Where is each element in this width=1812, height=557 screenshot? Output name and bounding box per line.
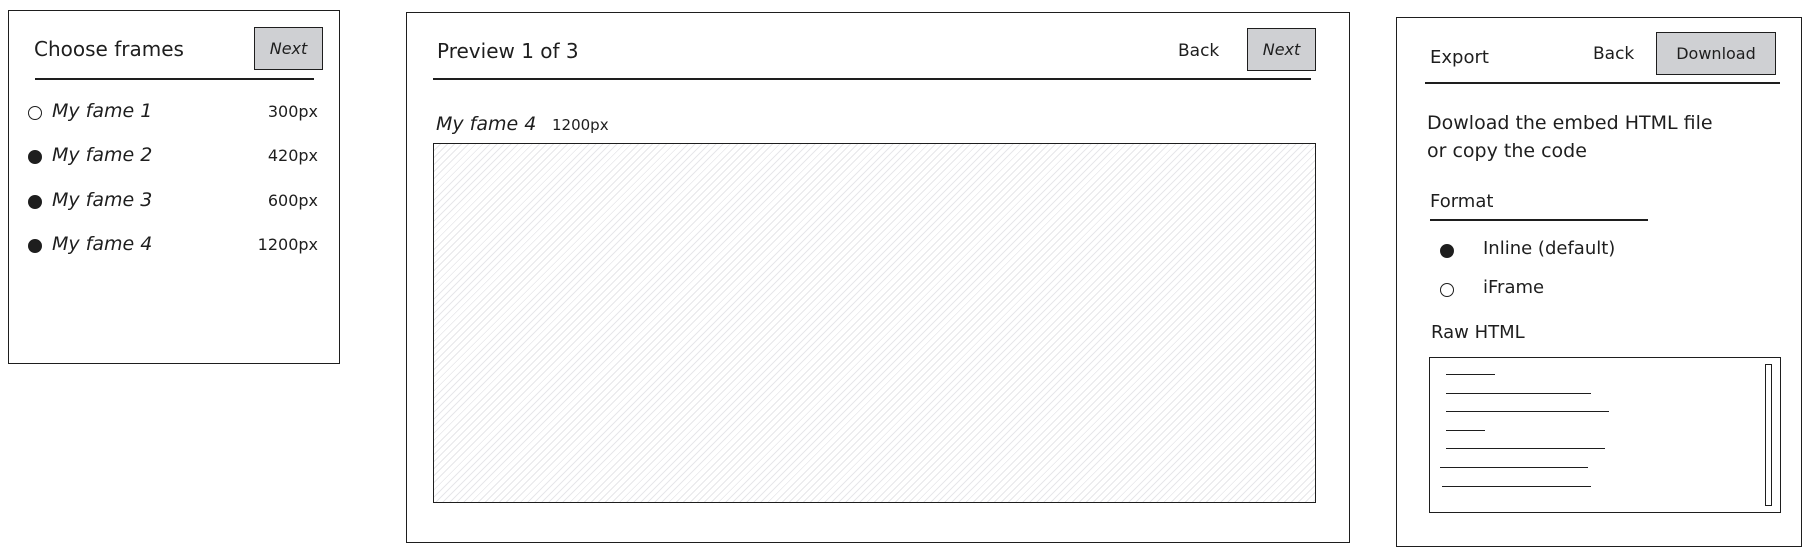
format-option-inline[interactable]: Inline (default)	[1440, 238, 1740, 266]
frame-checkbox[interactable]	[28, 150, 42, 164]
frame-name: My fame 2	[52, 144, 153, 166]
choose-next-button[interactable]: Next	[254, 27, 323, 70]
choose-frames-divider	[35, 78, 314, 80]
frame-checkbox[interactable]	[28, 195, 42, 209]
download-button[interactable]: Download	[1656, 32, 1776, 75]
code-line	[1446, 393, 1591, 394]
radio-unselected-icon[interactable]	[1440, 283, 1454, 297]
code-line	[1442, 486, 1591, 487]
frame-size: 1200px	[257, 235, 318, 254]
frame-checkbox[interactable]	[28, 239, 42, 253]
preview-back-button[interactable]: Back	[1178, 41, 1220, 61]
code-line	[1446, 374, 1495, 375]
format-option-iframe[interactable]: iFrame	[1440, 277, 1740, 305]
frame-row[interactable]: My fame 4 1200px	[28, 233, 318, 261]
code-line	[1446, 448, 1605, 449]
format-heading: Format	[1430, 191, 1494, 212]
frame-size: 600px	[267, 191, 318, 210]
raw-html-textarea[interactable]	[1429, 357, 1781, 513]
code-line	[1440, 467, 1588, 468]
export-title: Export	[1430, 47, 1489, 68]
frame-row[interactable]: My fame 1 300px	[28, 100, 318, 128]
frame-row[interactable]: My fame 2 420px	[28, 144, 318, 172]
preview-divider	[433, 78, 1311, 80]
code-line	[1446, 411, 1609, 412]
frame-preview-area	[433, 143, 1316, 503]
format-divider	[1430, 219, 1648, 221]
raw-html-label: Raw HTML	[1431, 322, 1525, 343]
frame-size: 300px	[267, 102, 318, 121]
format-option-label: Inline (default)	[1483, 238, 1616, 259]
choose-frames-title: Choose frames	[34, 37, 184, 61]
raw-html-scrollbar[interactable]	[1765, 364, 1772, 506]
export-description-line1: Dowload the embed HTML file	[1427, 112, 1713, 134]
format-option-label: iFrame	[1483, 277, 1545, 298]
frame-name: My fame 4	[52, 233, 153, 255]
code-line	[1446, 430, 1485, 431]
frame-name: My fame 1	[52, 100, 153, 122]
frame-size: 420px	[267, 146, 318, 165]
radio-selected-icon[interactable]	[1440, 244, 1454, 258]
export-divider	[1425, 82, 1780, 84]
preview-frame-size: 1200px	[552, 116, 609, 134]
preview-next-button[interactable]: Next	[1247, 28, 1316, 71]
frame-name: My fame 3	[52, 189, 153, 211]
export-back-button[interactable]: Back	[1593, 44, 1635, 64]
preview-frame-name: My fame 4	[436, 113, 537, 135]
preview-title: Preview 1 of 3	[437, 39, 579, 63]
export-description-line2: or copy the code	[1427, 140, 1587, 162]
frame-row[interactable]: My fame 3 600px	[28, 189, 318, 217]
frame-checkbox[interactable]	[28, 106, 42, 120]
